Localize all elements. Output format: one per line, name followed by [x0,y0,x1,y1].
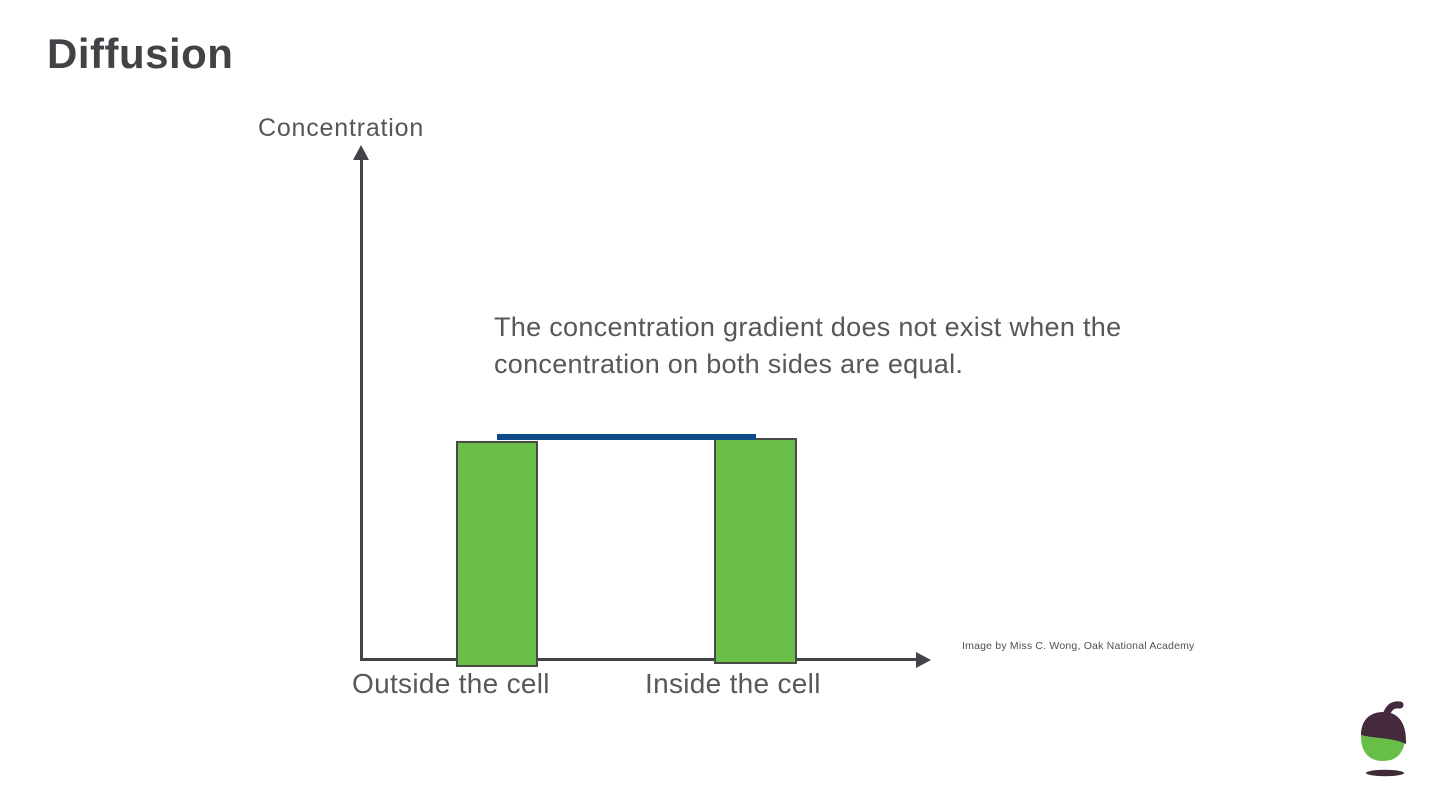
acorn-cap [1361,712,1406,744]
oak-national-academy-acorn-logo [1361,701,1406,777]
chart-annotation: The concentration gradient does not exis… [494,312,1122,379]
y-axis-arrow-up-icon [353,145,369,160]
slide-title: Diffusion [47,30,234,77]
y-axis-label: Concentration [258,114,425,142]
x-tick-outside-the-cell: Outside the cell [352,668,550,699]
acorn-stem [1382,701,1404,719]
equal-concentration-line [497,434,756,440]
acorn-shadow [1366,769,1404,777]
x-axis-line [360,658,918,661]
image-attribution: Image by Miss C. Wong, Oak National Acad… [962,640,1195,652]
bar-outside-the-cell [456,441,538,667]
x-axis-arrow-right-icon [916,652,931,668]
y-axis-line [360,158,363,661]
x-tick-inside-the-cell: Inside the cell [645,668,821,699]
bar-inside-the-cell [714,438,797,664]
